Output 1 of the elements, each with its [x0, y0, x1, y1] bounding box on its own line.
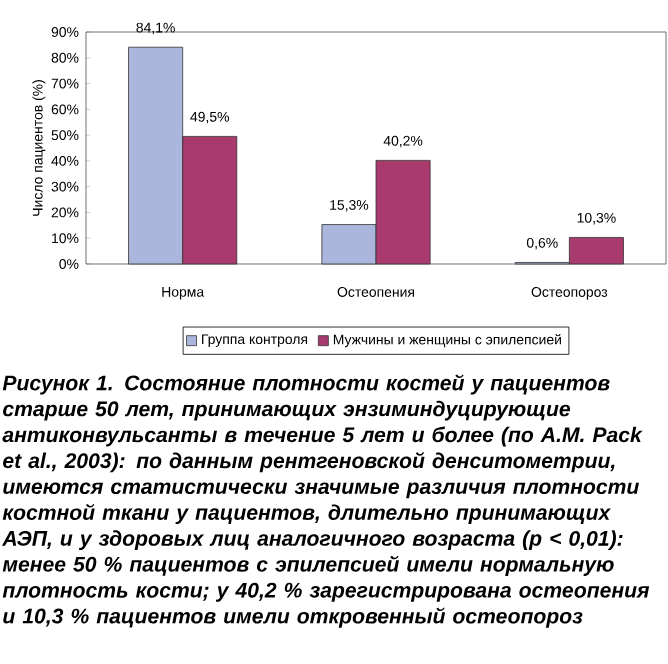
- text: Рисунок 1. Состояние плотности костей у пациентов старше 50 лет, принимающих энзиминдуцирующие антиконвульсанты в течение 5 лет и более (по A.M. Pack et al., 2003): по данным рентгеновской денситометрии, имеются статистически значимые различия плотности костной ткани у пациентов, длительно принимающих АЭП, и у здоровых лиц аналогичного возраста (p < 0,01): менее 50 % пациентов с эпилепсией имели нормальную плотность кости; у 40,2 % зарегистрирована остеопения и 10,3 % пациентов имели откровенный остеопороз: [1, 374, 650, 628]
